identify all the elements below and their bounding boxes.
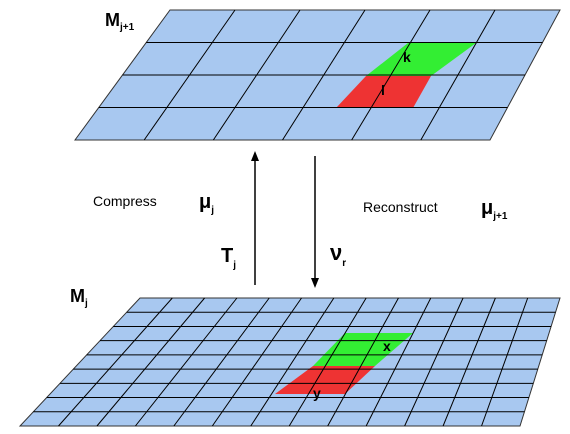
fine-grid-column-line bbox=[327, 297, 399, 427]
fine-cell-x bbox=[313, 333, 413, 366]
fine-mesh-surface bbox=[18, 297, 561, 427]
compress-text: Compress bbox=[93, 193, 157, 209]
fine-grid-column-line bbox=[134, 297, 238, 427]
coarse-mesh bbox=[74, 9, 561, 141]
fine-grid-column-line bbox=[250, 297, 335, 427]
coarse-cell-l bbox=[336, 76, 431, 108]
fine-grid-column-line bbox=[404, 297, 464, 427]
cell-x-label: x bbox=[383, 338, 391, 354]
cell-y-label: y bbox=[313, 385, 321, 401]
fine-grid-column-line bbox=[288, 297, 367, 427]
coarse-mesh-label: Mj+1 bbox=[105, 10, 135, 33]
fine-grid-column-line bbox=[481, 297, 529, 427]
cell-l-label: l bbox=[381, 82, 385, 98]
reconstruct-text: Reconstruct bbox=[363, 199, 438, 215]
fine-grid-lines bbox=[33, 297, 556, 427]
fine-grid-column-line bbox=[173, 297, 270, 427]
fine-mesh-label: Mj bbox=[70, 286, 88, 309]
reconstruct-symbol: μj+1 bbox=[481, 197, 508, 222]
cell-k-label: k bbox=[403, 49, 411, 65]
fine-grid-column-line bbox=[365, 297, 432, 427]
compress-symbol: μj bbox=[199, 191, 214, 216]
fine-grid-column-line bbox=[58, 297, 173, 427]
coarse-cell-k bbox=[366, 43, 476, 76]
compress-operator: Tj bbox=[221, 245, 236, 271]
reconstruct-operator: νr bbox=[330, 240, 346, 269]
coarse-grid-lines bbox=[98, 9, 543, 141]
fine-cell-y bbox=[275, 366, 375, 394]
fine-grid-column-line bbox=[96, 297, 205, 427]
fine-mesh bbox=[18, 297, 561, 427]
fine-grid-column-line bbox=[442, 297, 496, 427]
fine-grid-column-line bbox=[211, 297, 302, 427]
